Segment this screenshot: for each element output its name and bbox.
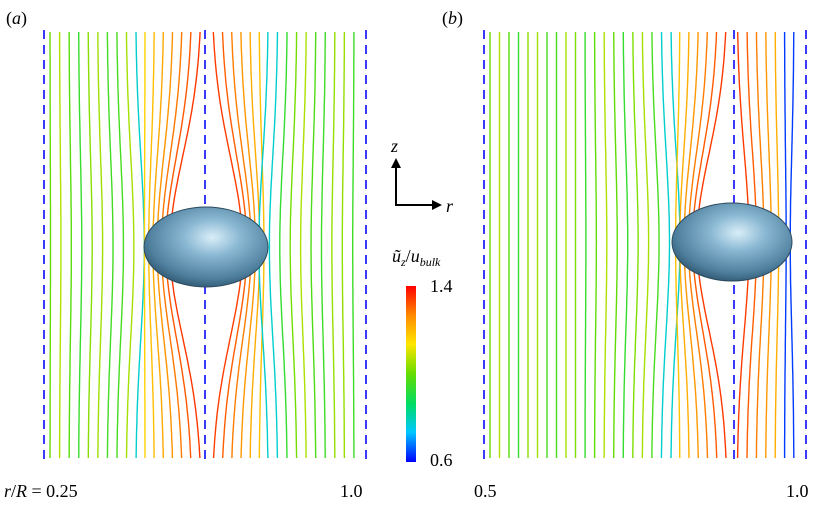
z-axis-label: z	[390, 136, 398, 156]
streamline	[116, 31, 125, 458]
streamline	[97, 31, 104, 459]
streamline	[78, 32, 83, 459]
streamline	[49, 32, 52, 458]
panel-b-label: (b)	[442, 8, 463, 29]
streamline	[125, 32, 135, 459]
panel-b: (b) 0.5 1.0	[442, 8, 809, 501]
streamline	[289, 31, 298, 459]
axes-indicator: z r	[390, 136, 454, 216]
panel-a: (a) r/R = 0.25 1.0	[4, 8, 367, 501]
bubble-a	[143, 206, 269, 288]
r-left-label-a: r/R = 0.25	[4, 481, 78, 501]
streamline	[651, 31, 660, 458]
streamline	[352, 32, 355, 458]
colorbar-min-label: 0.6	[430, 450, 453, 470]
streamline	[310, 32, 317, 459]
streamline	[622, 32, 629, 459]
streamline	[106, 32, 114, 459]
streamline	[58, 32, 62, 458]
streamline	[87, 31, 93, 458]
streamline	[593, 32, 598, 458]
streamline	[632, 31, 639, 458]
colorbar-label: ũz/ubulk	[392, 246, 441, 269]
streamline	[68, 31, 72, 458]
r-arrowhead-icon	[432, 200, 442, 210]
colorbar-max-label: 1.4	[430, 276, 453, 296]
colorbar: ũz/ubulk 1.4 0.6	[392, 246, 453, 470]
streamline	[320, 31, 326, 458]
streamline	[584, 32, 587, 459]
streamline	[299, 31, 307, 459]
r-left-label-b: 0.5	[474, 481, 497, 501]
streamline	[135, 31, 145, 459]
streamlines-b	[489, 31, 795, 459]
streamline	[641, 31, 650, 459]
r-axis-label: r	[446, 196, 454, 216]
streamline	[331, 32, 336, 458]
z-arrowhead-icon	[391, 158, 401, 168]
bubble-b	[671, 202, 793, 282]
streamline	[603, 32, 608, 459]
r-right-label-b: 1.0	[786, 481, 809, 501]
colorbar-gradient	[406, 286, 416, 462]
streamline	[613, 31, 619, 458]
r-right-label-a: 1.0	[340, 481, 363, 501]
streamline	[268, 31, 279, 459]
streamline	[660, 31, 671, 459]
panel-a-label: (a)	[6, 8, 27, 29]
streamline	[279, 32, 288, 459]
streamline	[341, 31, 346, 459]
